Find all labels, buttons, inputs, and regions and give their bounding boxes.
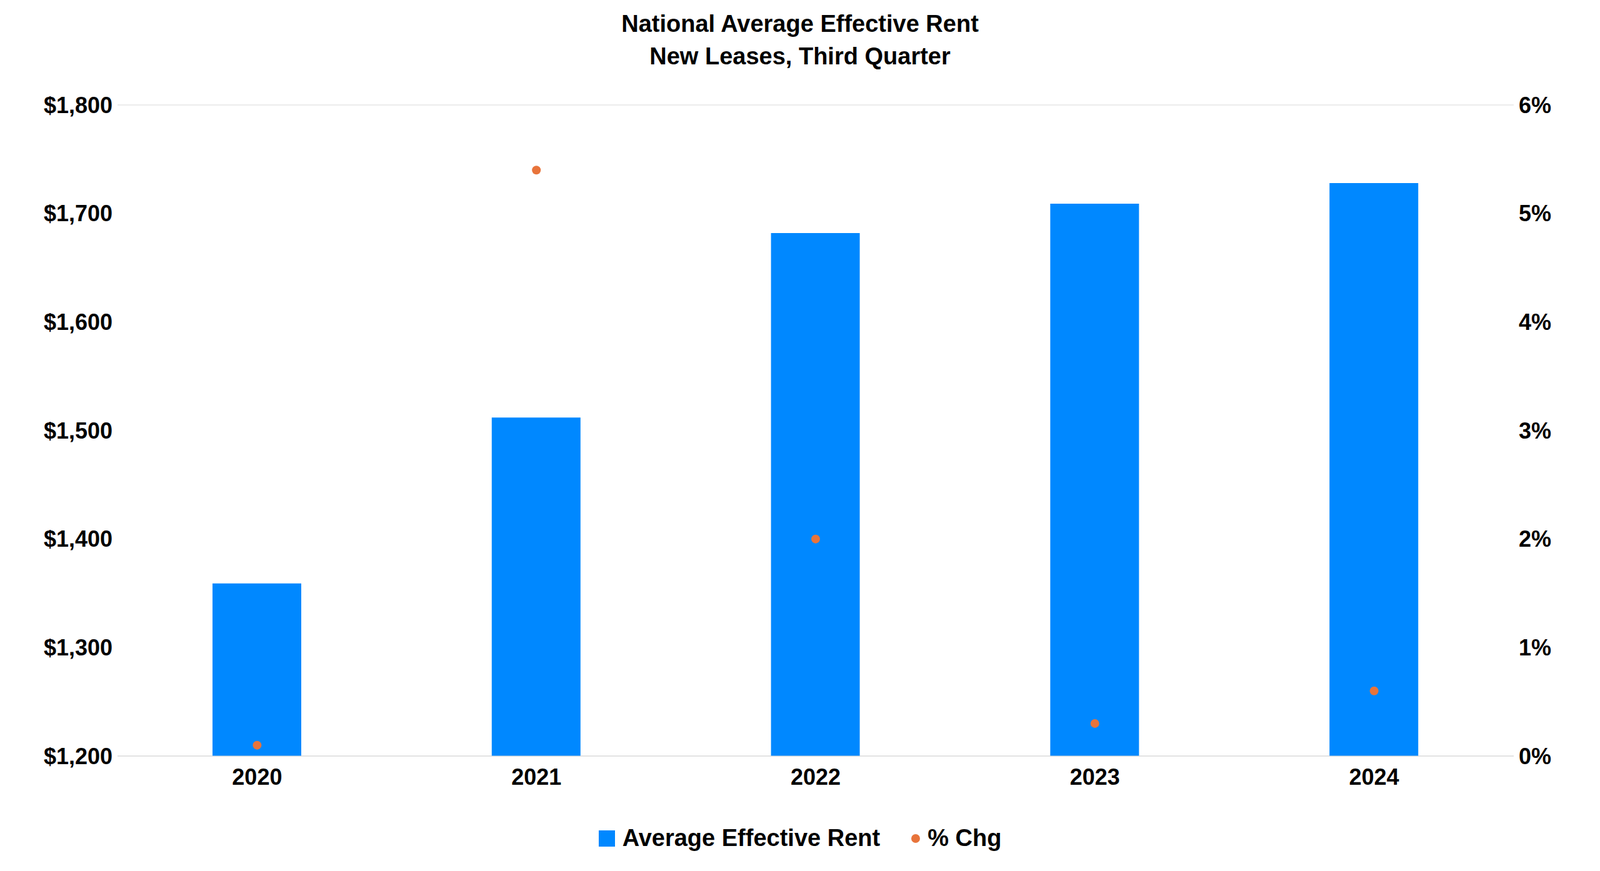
svg-text:$1,500: $1,500	[43, 418, 113, 444]
svg-text:$1,700: $1,700	[43, 200, 113, 227]
svg-text:5%: 5%	[1518, 200, 1552, 227]
svg-text:1%: 1%	[1518, 635, 1552, 661]
svg-text:$1,600: $1,600	[43, 309, 113, 335]
svg-text:2023: 2023	[1070, 764, 1120, 790]
svg-text:2%: 2%	[1518, 526, 1552, 552]
svg-text:4%: 4%	[1518, 309, 1552, 335]
svg-text:2020: 2020	[231, 764, 282, 790]
html-text:Average Effective Rent: Average Effective Rent	[622, 825, 881, 852]
svg-text:$1,400: $1,400	[43, 526, 113, 552]
svg-text:6%: 6%	[1518, 92, 1552, 119]
svg-text:2022: 2022	[790, 764, 841, 790]
html-text:National Average Effective Ren: National Average Effective Rent	[621, 10, 979, 37]
html-text:% Chg: % Chg	[927, 825, 1002, 852]
html-text:New Leases, Third Quarter: New Leases, Third Quarter	[649, 43, 951, 70]
svg-text:2024: 2024	[1349, 764, 1400, 790]
svg-text:3%: 3%	[1518, 418, 1552, 444]
svg-text:2021: 2021	[511, 764, 562, 790]
svg-text:0%: 0%	[1518, 743, 1552, 770]
svg-text:$1,300: $1,300	[43, 635, 113, 661]
svg-text:$1,200: $1,200	[43, 743, 113, 770]
svg-text:$1,800: $1,800	[43, 92, 113, 119]
